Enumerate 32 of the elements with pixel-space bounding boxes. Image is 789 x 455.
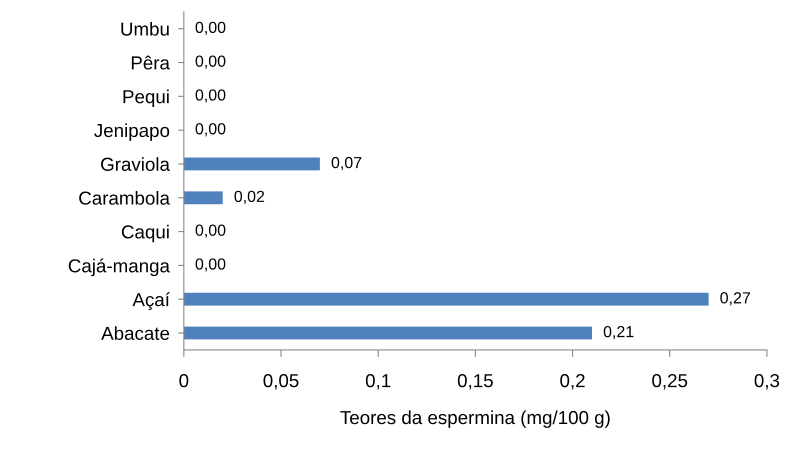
x-tick-label: 0,25: [652, 374, 688, 390]
data-label: 0,07: [332, 156, 362, 170]
y-tick-label: Umbu: [121, 22, 169, 36]
x-axis-title: Teores da espermina (mg/100 g): [340, 410, 610, 428]
y-tick-label: Açaí: [132, 292, 170, 310]
bar: [184, 191, 223, 204]
data-label: 0,00: [196, 22, 226, 35]
y-tick-label: Pequi: [124, 90, 169, 108]
y-tick-label: Pêra: [132, 56, 170, 70]
x-tick-label: 0,2: [560, 374, 585, 390]
data-label: 0,00: [196, 56, 226, 69]
bar: [184, 292, 709, 306]
y-tick-label: Abacate: [101, 326, 170, 340]
data-label: 0,00: [196, 89, 226, 103]
y-tick-label: Cajá-manga: [68, 258, 170, 276]
y-tick-label: Jenipapo: [94, 123, 170, 141]
bar: [184, 326, 592, 340]
data-label: 0,00: [196, 224, 226, 238]
y-tick-label: Caqui: [122, 224, 169, 242]
data-label: 0,21: [604, 326, 634, 340]
data-label: 0,27: [720, 292, 750, 306]
x-tick-label: 0,1: [366, 374, 390, 390]
x-tick-label: 0: [179, 374, 188, 388]
data-label: 0,02: [234, 190, 264, 204]
bar: [184, 158, 320, 170]
x-tick-label: 0,15: [458, 374, 493, 390]
x-tick-label: 0,3: [754, 374, 780, 390]
y-tick-label: Carambola: [79, 190, 170, 205]
x-tick-label: 0,05: [264, 374, 298, 390]
y-tick-label: Graviola: [101, 157, 170, 171]
data-label: 0,00: [196, 123, 226, 136]
data-label: 0,00: [196, 258, 226, 272]
